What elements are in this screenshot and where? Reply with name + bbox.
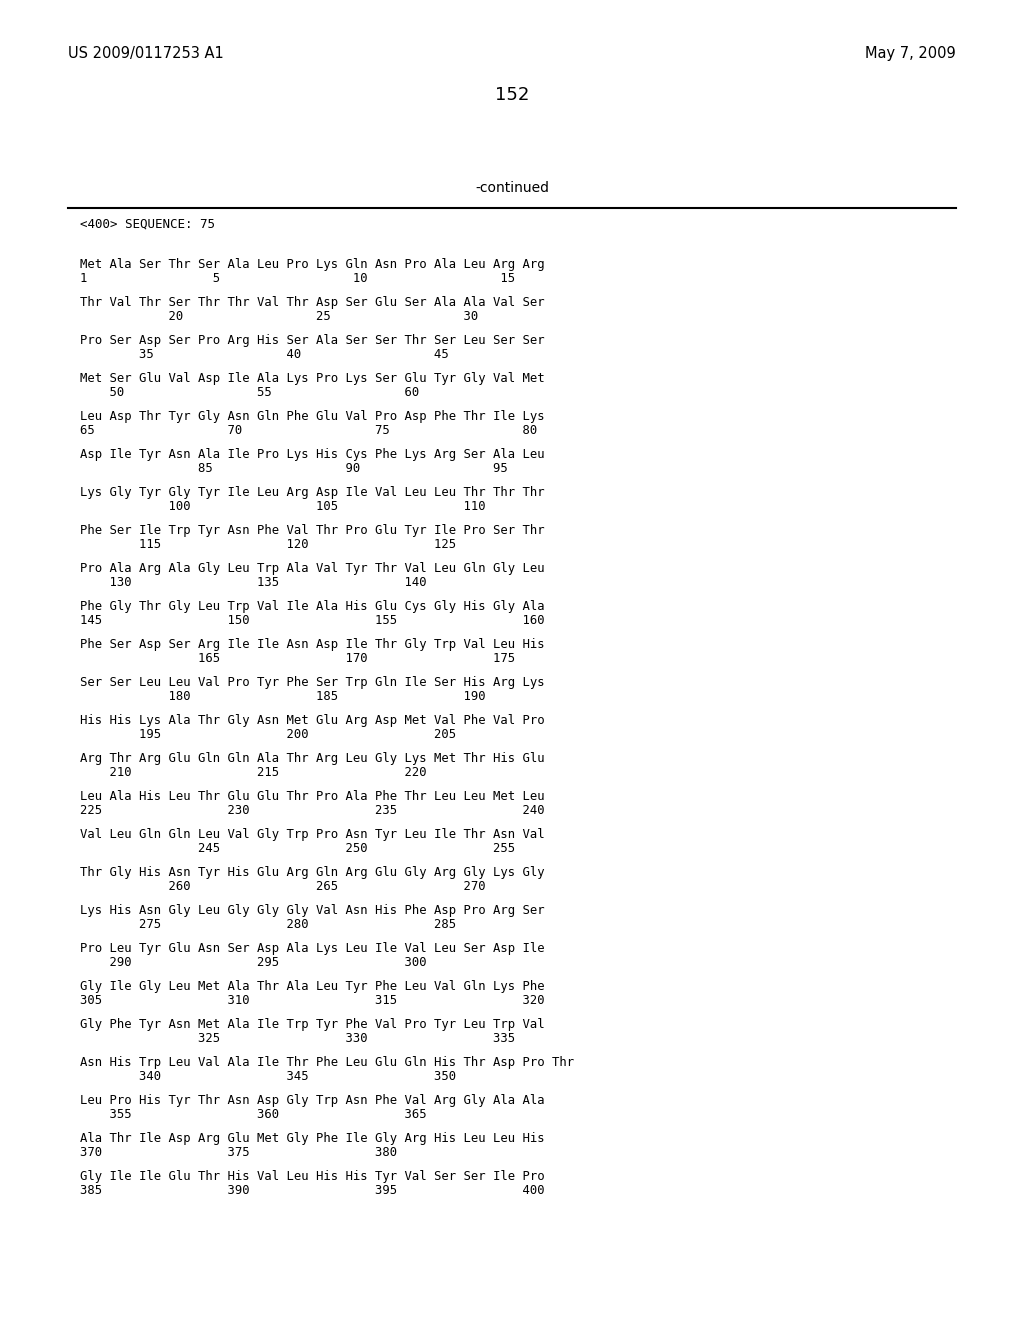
Text: Phe Ser Asp Ser Arg Ile Ile Asn Asp Ile Thr Gly Trp Val Leu His: Phe Ser Asp Ser Arg Ile Ile Asn Asp Ile …	[80, 638, 545, 651]
Text: <400> SEQUENCE: 75: <400> SEQUENCE: 75	[80, 218, 215, 231]
Text: 165                 170                 175: 165 170 175	[80, 652, 515, 665]
Text: 385                 390                 395                 400: 385 390 395 400	[80, 1184, 545, 1197]
Text: 20                  25                  30: 20 25 30	[80, 310, 478, 323]
Text: His His Lys Ala Thr Gly Asn Met Glu Arg Asp Met Val Phe Val Pro: His His Lys Ala Thr Gly Asn Met Glu Arg …	[80, 714, 545, 727]
Text: 225                 230                 235                 240: 225 230 235 240	[80, 804, 545, 817]
Text: Gly Ile Ile Glu Thr His Val Leu His His Tyr Val Ser Ser Ile Pro: Gly Ile Ile Glu Thr His Val Leu His His …	[80, 1170, 545, 1183]
Text: Phe Ser Ile Trp Tyr Asn Phe Val Thr Pro Glu Tyr Ile Pro Ser Thr: Phe Ser Ile Trp Tyr Asn Phe Val Thr Pro …	[80, 524, 545, 537]
Text: 275                 280                 285: 275 280 285	[80, 917, 456, 931]
Text: Pro Ser Asp Ser Pro Arg His Ser Ala Ser Ser Thr Ser Leu Ser Ser: Pro Ser Asp Ser Pro Arg His Ser Ala Ser …	[80, 334, 545, 347]
Text: May 7, 2009: May 7, 2009	[865, 46, 956, 61]
Text: US 2009/0117253 A1: US 2009/0117253 A1	[68, 46, 224, 61]
Text: Leu Pro His Tyr Thr Asn Asp Gly Trp Asn Phe Val Arg Gly Ala Ala: Leu Pro His Tyr Thr Asn Asp Gly Trp Asn …	[80, 1094, 545, 1107]
Text: 195                 200                 205: 195 200 205	[80, 729, 456, 741]
Text: 245                 250                 255: 245 250 255	[80, 842, 515, 855]
Text: Val Leu Gln Gln Leu Val Gly Trp Pro Asn Tyr Leu Ile Thr Asn Val: Val Leu Gln Gln Leu Val Gly Trp Pro Asn …	[80, 828, 545, 841]
Text: 370                 375                 380: 370 375 380	[80, 1146, 397, 1159]
Text: Ala Thr Ile Asp Arg Glu Met Gly Phe Ile Gly Arg His Leu Leu His: Ala Thr Ile Asp Arg Glu Met Gly Phe Ile …	[80, 1133, 545, 1144]
Text: 305                 310                 315                 320: 305 310 315 320	[80, 994, 545, 1007]
Text: 50                  55                  60: 50 55 60	[80, 385, 419, 399]
Text: Pro Ala Arg Ala Gly Leu Trp Ala Val Tyr Thr Val Leu Gln Gly Leu: Pro Ala Arg Ala Gly Leu Trp Ala Val Tyr …	[80, 562, 545, 576]
Text: 355                 360                 365: 355 360 365	[80, 1107, 427, 1121]
Text: 290                 295                 300: 290 295 300	[80, 956, 427, 969]
Text: 145                 150                 155                 160: 145 150 155 160	[80, 614, 545, 627]
Text: 260                 265                 270: 260 265 270	[80, 880, 485, 894]
Text: 152: 152	[495, 86, 529, 104]
Text: Lys His Asn Gly Leu Gly Gly Gly Val Asn His Phe Asp Pro Arg Ser: Lys His Asn Gly Leu Gly Gly Gly Val Asn …	[80, 904, 545, 917]
Text: 65                  70                  75                  80: 65 70 75 80	[80, 424, 538, 437]
Text: Thr Gly His Asn Tyr His Glu Arg Gln Arg Glu Gly Arg Gly Lys Gly: Thr Gly His Asn Tyr His Glu Arg Gln Arg …	[80, 866, 545, 879]
Text: -continued: -continued	[475, 181, 549, 195]
Text: Ser Ser Leu Leu Val Pro Tyr Phe Ser Trp Gln Ile Ser His Arg Lys: Ser Ser Leu Leu Val Pro Tyr Phe Ser Trp …	[80, 676, 545, 689]
Text: Pro Leu Tyr Glu Asn Ser Asp Ala Lys Leu Ile Val Leu Ser Asp Ile: Pro Leu Tyr Glu Asn Ser Asp Ala Lys Leu …	[80, 942, 545, 954]
Text: Leu Asp Thr Tyr Gly Asn Gln Phe Glu Val Pro Asp Phe Thr Ile Lys: Leu Asp Thr Tyr Gly Asn Gln Phe Glu Val …	[80, 411, 545, 422]
Text: 85                  90                  95: 85 90 95	[80, 462, 508, 475]
Text: 340                 345                 350: 340 345 350	[80, 1071, 456, 1082]
Text: Gly Phe Tyr Asn Met Ala Ile Trp Tyr Phe Val Pro Tyr Leu Trp Val: Gly Phe Tyr Asn Met Ala Ile Trp Tyr Phe …	[80, 1018, 545, 1031]
Text: Asn His Trp Leu Val Ala Ile Thr Phe Leu Glu Gln His Thr Asp Pro Thr: Asn His Trp Leu Val Ala Ile Thr Phe Leu …	[80, 1056, 574, 1069]
Text: 180                 185                 190: 180 185 190	[80, 690, 485, 704]
Text: Arg Thr Arg Glu Gln Gln Ala Thr Arg Leu Gly Lys Met Thr His Glu: Arg Thr Arg Glu Gln Gln Ala Thr Arg Leu …	[80, 752, 545, 766]
Text: 115                 120                 125: 115 120 125	[80, 539, 456, 550]
Text: Asp Ile Tyr Asn Ala Ile Pro Lys His Cys Phe Lys Arg Ser Ala Leu: Asp Ile Tyr Asn Ala Ile Pro Lys His Cys …	[80, 447, 545, 461]
Text: 325                 330                 335: 325 330 335	[80, 1032, 515, 1045]
Text: 1                 5                  10                  15: 1 5 10 15	[80, 272, 515, 285]
Text: Phe Gly Thr Gly Leu Trp Val Ile Ala His Glu Cys Gly His Gly Ala: Phe Gly Thr Gly Leu Trp Val Ile Ala His …	[80, 601, 545, 612]
Text: Leu Ala His Leu Thr Glu Glu Thr Pro Ala Phe Thr Leu Leu Met Leu: Leu Ala His Leu Thr Glu Glu Thr Pro Ala …	[80, 789, 545, 803]
Text: 35                  40                  45: 35 40 45	[80, 348, 449, 360]
Text: 100                 105                 110: 100 105 110	[80, 500, 485, 513]
Text: 130                 135                 140: 130 135 140	[80, 576, 427, 589]
Text: Gly Ile Gly Leu Met Ala Thr Ala Leu Tyr Phe Leu Val Gln Lys Phe: Gly Ile Gly Leu Met Ala Thr Ala Leu Tyr …	[80, 979, 545, 993]
Text: 210                 215                 220: 210 215 220	[80, 766, 427, 779]
Text: Met Ala Ser Thr Ser Ala Leu Pro Lys Gln Asn Pro Ala Leu Arg Arg: Met Ala Ser Thr Ser Ala Leu Pro Lys Gln …	[80, 257, 545, 271]
Text: Thr Val Thr Ser Thr Thr Val Thr Asp Ser Glu Ser Ala Ala Val Ser: Thr Val Thr Ser Thr Thr Val Thr Asp Ser …	[80, 296, 545, 309]
Text: Met Ser Glu Val Asp Ile Ala Lys Pro Lys Ser Glu Tyr Gly Val Met: Met Ser Glu Val Asp Ile Ala Lys Pro Lys …	[80, 372, 545, 385]
Text: Lys Gly Tyr Gly Tyr Ile Leu Arg Asp Ile Val Leu Leu Thr Thr Thr: Lys Gly Tyr Gly Tyr Ile Leu Arg Asp Ile …	[80, 486, 545, 499]
